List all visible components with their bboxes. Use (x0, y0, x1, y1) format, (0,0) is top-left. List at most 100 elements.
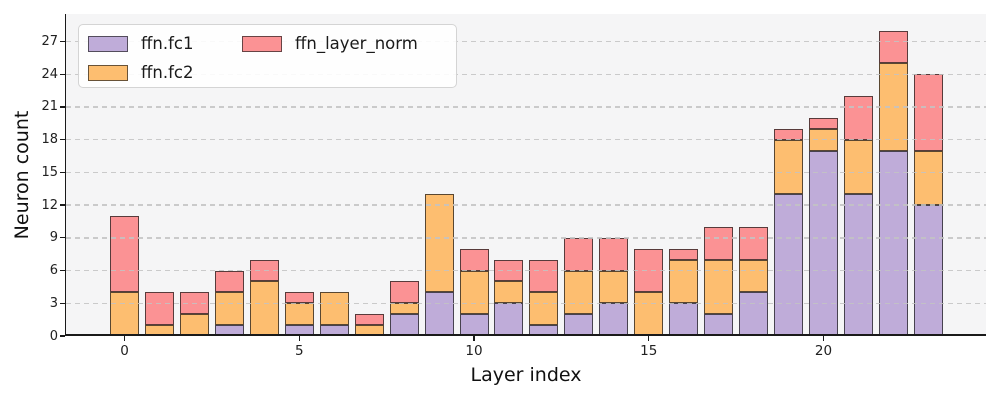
bar-layer-23 (913, 14, 943, 336)
bar-layer-9 (424, 14, 454, 336)
bar-layer-21 (843, 14, 873, 336)
bar-segment-ffn-fc2 (809, 128, 838, 151)
bar-segment-ffn-layer-norm (110, 216, 139, 293)
legend-swatch-ffn-fc1 (88, 35, 128, 52)
bar-segment-ffn-fc2 (494, 281, 524, 304)
bar-segment-ffn-fc1 (809, 150, 838, 336)
y-tick-label-6: 6 (49, 263, 58, 279)
bar-layer-22 (878, 14, 908, 336)
y-tick-mark (59, 237, 65, 239)
y-tick-label-18: 18 (41, 132, 58, 148)
y-tick-mark (59, 40, 65, 43)
bar-segment-ffn-fc1 (878, 150, 908, 336)
bar-segment-ffn-fc2 (319, 292, 349, 326)
y-tick-mark (59, 73, 65, 75)
y-tick-label-27: 27 (41, 34, 58, 49)
bar-layer-20 (809, 14, 838, 336)
bar-segment-ffn-fc2 (249, 281, 279, 336)
legend-label-ffn-fc1: ffn.fc1 (141, 34, 194, 53)
bar-segment-ffn-fc2 (179, 314, 209, 336)
bar-segment-ffn-fc2 (459, 270, 489, 315)
y-tick-label-9: 9 (49, 230, 58, 246)
bar-layer-10 (459, 14, 489, 336)
y-axis-spine (64, 14, 67, 336)
y-tick-mark (59, 171, 65, 174)
bar-layer-16 (669, 14, 699, 336)
bar-segment-ffn-layer-norm (843, 96, 873, 140)
bar-segment-ffn-layer-norm (739, 226, 769, 260)
bar-segment-ffn-fc1 (669, 303, 699, 336)
bar-segment-ffn-fc2 (424, 194, 454, 293)
bar-segment-ffn-fc1 (564, 314, 594, 336)
bar-segment-ffn-fc2 (110, 292, 139, 336)
y-tick-mark (59, 106, 65, 108)
bar-segment-ffn-fc2 (878, 63, 908, 151)
bar-layer-18 (739, 14, 769, 336)
bar-segment-ffn-layer-norm (878, 30, 908, 64)
bar-layer-0 (110, 14, 139, 336)
bar-segment-ffn-fc2 (529, 292, 559, 326)
bar-layer-12 (529, 14, 559, 336)
y-tick-label-0: 0 (49, 328, 58, 344)
bar-layer-17 (704, 14, 734, 336)
bar-segment-ffn-fc1 (389, 314, 419, 336)
x-tick-mark (123, 336, 126, 341)
bar-segment-ffn-fc2 (284, 303, 314, 326)
bar-segment-ffn-layer-norm (529, 259, 559, 293)
bar-segment-ffn-layer-norm (913, 74, 943, 151)
bar-segment-ffn-fc1 (774, 194, 804, 336)
bar-segment-ffn-fc1 (913, 205, 943, 336)
legend-item-ffn-layer-norm: ffn_layer_norm (242, 34, 418, 53)
x-axis-title: Layer index (470, 364, 582, 386)
bar-segment-ffn-layer-norm (354, 314, 384, 326)
bar-layer-11 (494, 14, 524, 336)
bar-segment-ffn-fc2 (214, 292, 244, 326)
y-tick-label-15: 15 (41, 164, 58, 180)
legend: ffn.fc1 ffn.fc2 ffn_layer_norm (78, 24, 457, 88)
bar-segment-ffn-layer-norm (669, 248, 699, 260)
bar-segment-ffn-layer-norm (459, 248, 489, 271)
y-tick-label-21: 21 (41, 99, 58, 115)
x-tick-mark (298, 336, 300, 341)
bar-segment-ffn-fc1 (843, 194, 873, 336)
y-tick-label-24: 24 (41, 66, 58, 82)
legend-label-ffn-layer-norm: ffn_layer_norm (295, 34, 418, 53)
legend-item-ffn-fc2: ffn.fc2 (88, 63, 193, 82)
bar-segment-ffn-fc2 (669, 259, 699, 304)
bar-segment-ffn-fc1 (599, 303, 629, 336)
x-tick-label-0: 0 (120, 343, 129, 359)
legend-item-ffn-fc1: ffn.fc1 (88, 34, 193, 53)
x-tick-label-20: 20 (814, 343, 833, 359)
bar-segment-ffn-fc2 (704, 259, 734, 315)
bar-layer-3 (214, 14, 244, 336)
bar-segment-ffn-layer-norm (774, 128, 804, 140)
bar-segment-ffn-layer-norm (634, 248, 664, 293)
bar-layer-19 (774, 14, 804, 336)
bar-segment-ffn-layer-norm (214, 270, 244, 293)
bar-segment-ffn-layer-norm (284, 292, 314, 304)
bar-segment-ffn-fc2 (634, 292, 664, 336)
y-tick-mark (59, 302, 65, 304)
x-tick-mark (822, 336, 825, 341)
x-tick-mark (648, 336, 650, 341)
legend-swatch-ffn-layer-norm (242, 35, 282, 52)
bar-segment-ffn-fc2 (389, 303, 419, 315)
y-axis-title: Neuron count (11, 110, 33, 240)
bar-segment-ffn-fc1 (494, 303, 524, 336)
bar-layer-13 (564, 14, 594, 336)
x-tick-label-15: 15 (640, 343, 658, 359)
bar-layer-14 (599, 14, 629, 336)
bar-segment-ffn-fc1 (704, 314, 734, 336)
plot-area (66, 14, 986, 336)
x-tick-label-5: 5 (294, 343, 304, 359)
y-tick-mark (59, 204, 65, 206)
legend-label-ffn-fc2: ffn.fc2 (141, 63, 194, 82)
bar-segment-ffn-fc2 (739, 259, 769, 293)
bar-segment-ffn-fc1 (424, 292, 454, 336)
x-axis-spine (64, 334, 986, 337)
y-tick-mark (59, 335, 65, 337)
bar-segment-ffn-layer-norm (494, 259, 524, 282)
bar-layer-8 (389, 14, 419, 336)
bar-segment-ffn-layer-norm (599, 237, 629, 271)
